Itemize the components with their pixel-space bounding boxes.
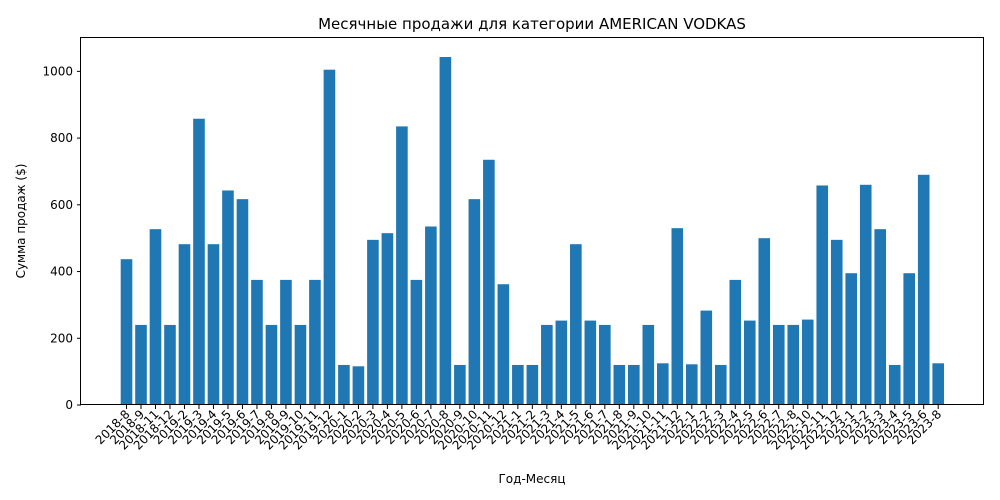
bar-2019-2 bbox=[178, 244, 191, 405]
bar-2018-9 bbox=[135, 324, 147, 405]
bar-2019-11 bbox=[309, 279, 321, 405]
chart-title: Месячные продажи для категории AMERICAN … bbox=[318, 15, 746, 33]
bar-2020-2 bbox=[352, 366, 365, 405]
y-axis-label: Сумма продаж ($) bbox=[14, 164, 28, 279]
bar-2022-3 bbox=[714, 364, 727, 405]
bar-2021-4 bbox=[555, 320, 568, 405]
bar-2022-10 bbox=[801, 319, 814, 405]
bar-2020-1 bbox=[338, 364, 350, 405]
bar-2022-6 bbox=[758, 238, 771, 405]
bar-2023-3 bbox=[874, 229, 887, 405]
bar-2022-2 bbox=[700, 310, 713, 405]
y-tick-label: 400 bbox=[50, 265, 73, 279]
bar-2019-3 bbox=[193, 118, 205, 406]
bar-2020-5 bbox=[396, 126, 408, 405]
bar-2021-11 bbox=[657, 363, 669, 405]
bar-2019-12 bbox=[323, 69, 336, 405]
bar-2020-11 bbox=[483, 159, 495, 405]
x-axis: 2018-82018-92018-112018-122019-22019-320… bbox=[93, 405, 944, 453]
bar-2020-10 bbox=[468, 199, 481, 405]
y-axis: 0 200 400 600 800 1000 bbox=[42, 64, 81, 412]
bar-2019-7 bbox=[251, 279, 263, 405]
y-tick-label: 200 bbox=[50, 331, 73, 345]
bar-2019-6 bbox=[236, 199, 249, 405]
bar-2019-10 bbox=[294, 324, 307, 405]
bar-2023-4 bbox=[888, 364, 901, 405]
bar-2020-3 bbox=[367, 239, 379, 405]
bar-2020-4 bbox=[381, 233, 394, 405]
bar-2019-4 bbox=[207, 244, 220, 405]
bar-2023-5 bbox=[903, 273, 916, 405]
bar-2020-6 bbox=[410, 279, 423, 405]
bar-2022-4 bbox=[729, 279, 742, 405]
bar-2019-9 bbox=[280, 279, 292, 405]
bar-2021-5 bbox=[570, 244, 582, 405]
bar-2023-1 bbox=[845, 273, 858, 405]
bar-2023-6 bbox=[917, 174, 930, 405]
bar-2022-8 bbox=[787, 324, 800, 405]
x-axis-label: Год-Месяц bbox=[498, 472, 565, 486]
bar-2019-8 bbox=[265, 324, 278, 405]
bar-2021-3 bbox=[541, 324, 553, 405]
bar-2018-8 bbox=[120, 259, 133, 405]
bar-2020-7 bbox=[425, 226, 437, 405]
bar-2022-7 bbox=[772, 324, 785, 405]
bar-2020-8 bbox=[439, 57, 452, 406]
bar-2022-5 bbox=[743, 320, 756, 405]
bar-2023-2 bbox=[859, 184, 872, 405]
bar-2022-12 bbox=[830, 239, 843, 405]
bar-2019-5 bbox=[222, 190, 234, 405]
y-tick-label: 800 bbox=[50, 131, 73, 145]
bar-2021-10 bbox=[642, 324, 655, 405]
bars-group bbox=[120, 57, 944, 406]
bar-2018-11 bbox=[149, 229, 162, 405]
bar-2021-9 bbox=[628, 364, 640, 405]
bar-2020-12 bbox=[497, 284, 510, 405]
y-tick-label: 0 bbox=[65, 398, 73, 412]
bar-2022-11 bbox=[816, 185, 829, 405]
bar-2021-8 bbox=[613, 364, 626, 405]
bar-2022-1 bbox=[685, 364, 698, 405]
bar-2021-12 bbox=[671, 228, 684, 405]
bar-2020-9 bbox=[454, 364, 466, 405]
bar-2021-2 bbox=[526, 364, 539, 405]
bar-2021-1 bbox=[512, 364, 524, 405]
bar-2018-12 bbox=[164, 324, 176, 405]
y-tick-label: 600 bbox=[50, 198, 73, 212]
bar-2021-6 bbox=[584, 320, 597, 405]
plot-frame bbox=[80, 37, 984, 405]
y-tick-label: 1000 bbox=[42, 64, 73, 78]
bar-2021-7 bbox=[599, 324, 611, 405]
bar-2023-8 bbox=[932, 363, 944, 405]
